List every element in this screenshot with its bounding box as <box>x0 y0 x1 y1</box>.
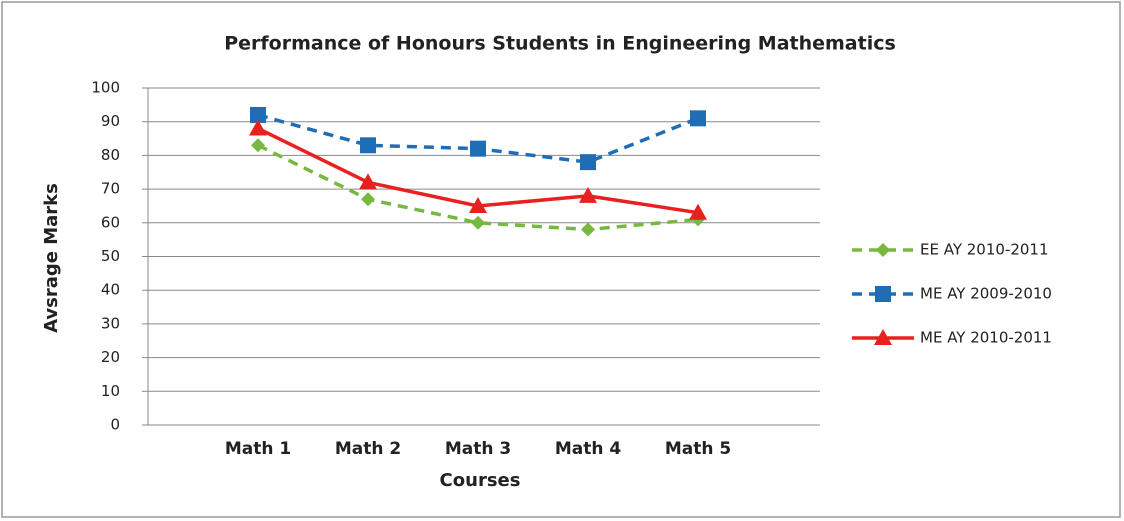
y-tick-label: 80 <box>101 146 120 164</box>
series-line <box>257 143 699 232</box>
data-point <box>689 203 707 220</box>
data-point <box>470 140 486 157</box>
y-tick-label: 100 <box>91 79 120 97</box>
y-tick-label: 90 <box>101 112 120 130</box>
x-tick-label: Math 1 <box>225 439 291 459</box>
legend-label: EE AY 2010-2011 <box>920 241 1049 259</box>
legend-marker <box>876 243 890 257</box>
y-tick-label: 40 <box>101 281 120 299</box>
data-point <box>580 154 596 171</box>
data-point <box>361 192 375 207</box>
data-point <box>251 138 265 153</box>
legend-label: ME AY 2010-2011 <box>920 329 1052 347</box>
y-tick-label: 30 <box>101 314 120 332</box>
x-tick-label: Math 3 <box>445 439 511 459</box>
y-axis-title: Avsrage Marks <box>41 183 62 333</box>
y-tick-label: 20 <box>101 348 120 366</box>
x-tick-label: Math 2 <box>335 439 401 459</box>
data-point <box>359 173 377 190</box>
data-point <box>581 222 595 237</box>
data-point <box>471 215 485 230</box>
y-tick-label: 60 <box>101 213 120 231</box>
legend-marker <box>874 329 892 345</box>
legend-marker <box>875 286 891 302</box>
y-tick-label: 0 <box>110 416 120 434</box>
data-point <box>579 186 597 203</box>
data-point <box>469 196 487 213</box>
x-tick-label: Math 5 <box>665 439 731 459</box>
x-axis-title: Courses <box>440 470 521 491</box>
y-tick-label: 10 <box>101 382 120 400</box>
data-point <box>250 106 266 123</box>
data-point <box>249 119 267 136</box>
y-tick-label: 50 <box>101 247 120 265</box>
legend-label: ME AY 2009-2010 <box>920 285 1052 303</box>
y-tick-label: 70 <box>101 180 120 198</box>
x-tick-label: Math 4 <box>555 439 622 459</box>
data-point <box>360 137 376 154</box>
data-point <box>690 110 706 127</box>
chart-title: Performance of Honours Students in Engin… <box>224 33 896 55</box>
